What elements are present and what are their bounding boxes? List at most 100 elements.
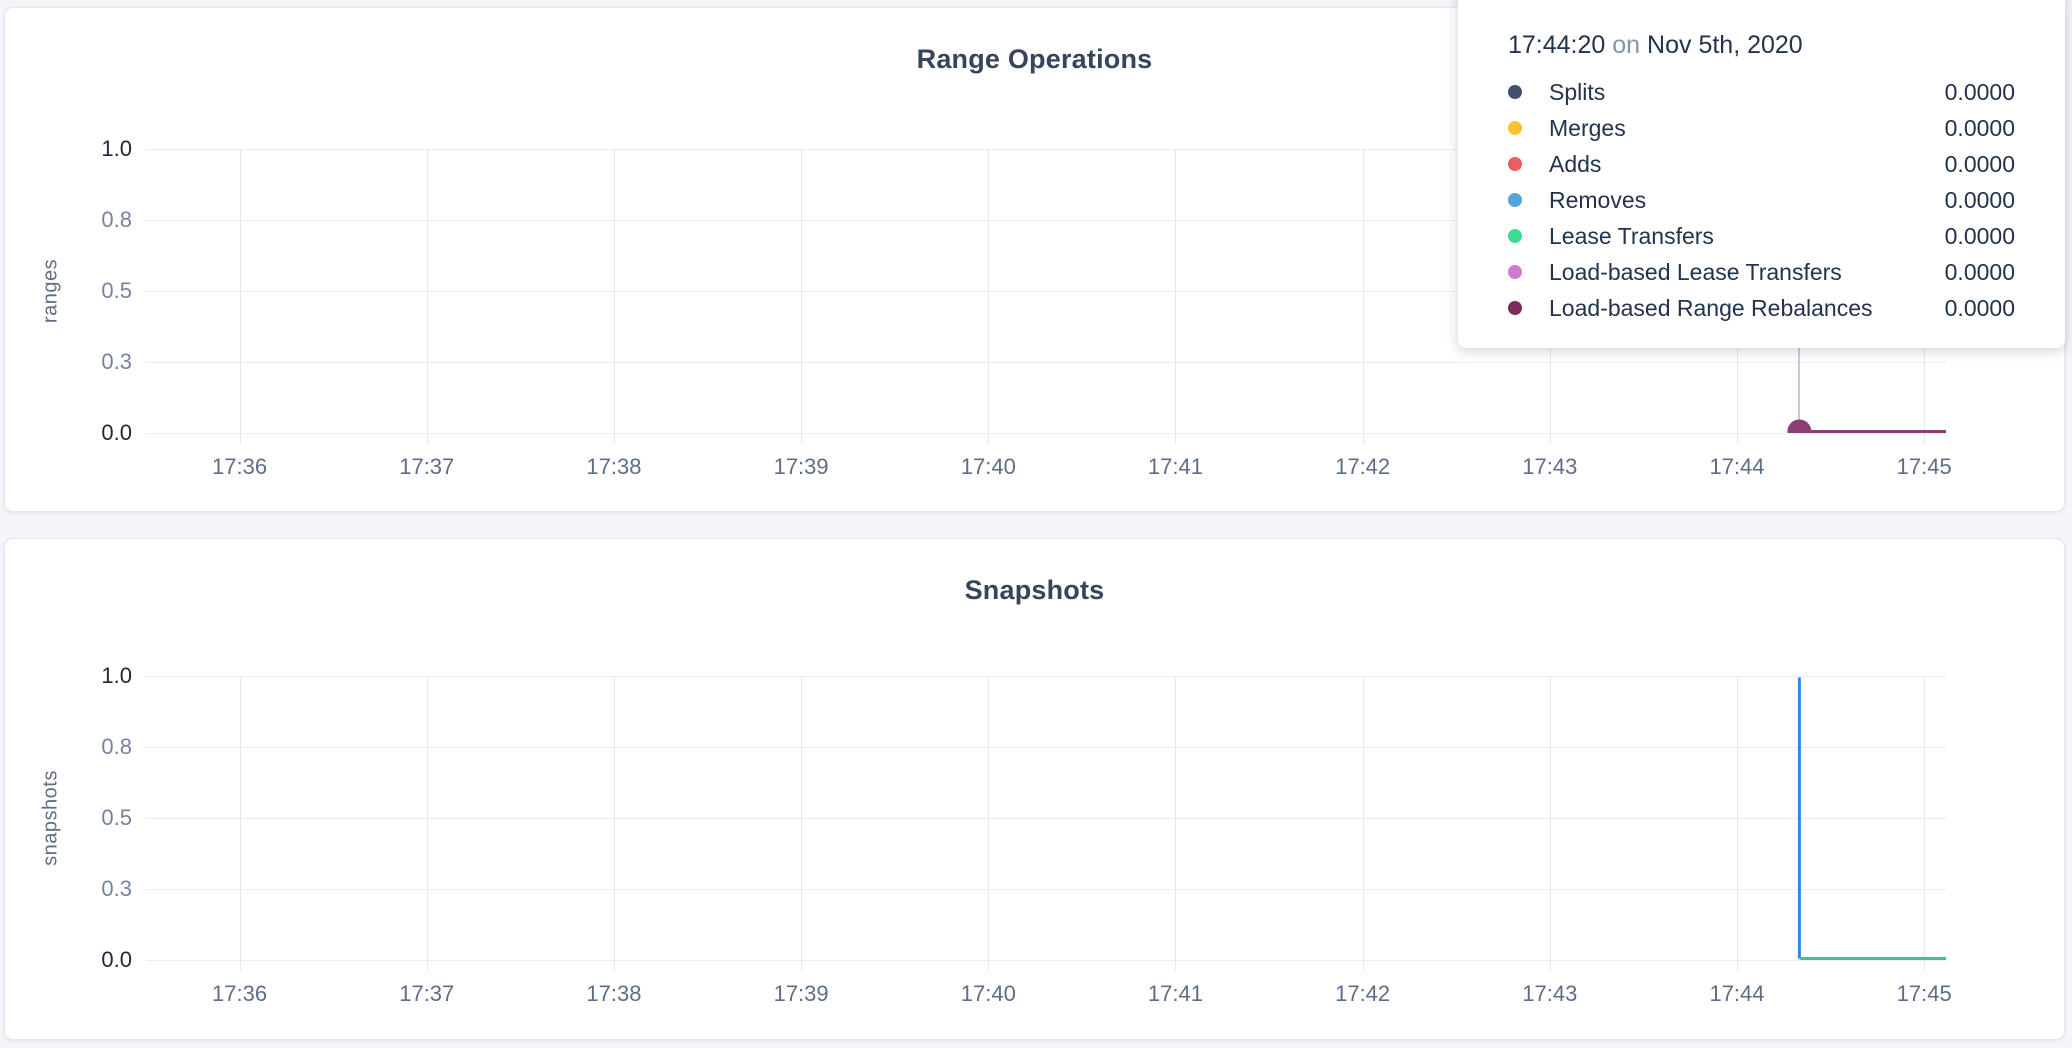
tooltip-row: Merges 0.0000 (1508, 110, 2015, 146)
legend-dot-icon (1508, 265, 1522, 279)
x-tick-label: 17:44 (1709, 981, 1765, 1006)
x-tick-label: 17:37 (399, 454, 455, 479)
y-tick-label: 0.0 (101, 420, 132, 445)
tooltip-series-value: 0.0000 (1944, 78, 2015, 105)
legend-dot-icon (1508, 85, 1522, 99)
x-tick-label: 17:39 (773, 454, 829, 479)
x-tick-label: 17:40 (960, 981, 1016, 1006)
x-gridline (1362, 149, 1364, 444)
tooltip-series-label: Merges (1549, 114, 1626, 141)
tooltip-timestamp: 17:44:20 on Nov 5th, 2020 (1508, 28, 2015, 62)
x-gridline (613, 676, 615, 971)
snapshots-y-axis-label: snapshots (39, 770, 62, 866)
range-operations-title: Range Operations (916, 44, 1153, 74)
tooltip-row: Adds 0.0000 (1508, 146, 2015, 182)
y-tick-label: 0.3 (101, 876, 132, 901)
x-gridline (426, 676, 428, 971)
y-tick-label: 0.0 (101, 947, 132, 972)
x-tick-label: 17:38 (586, 454, 642, 479)
y-gridline (146, 747, 1946, 748)
tooltip-connector: on (1612, 31, 1641, 59)
tooltip-row: Splits 0.0000 (1508, 74, 2015, 110)
range-operations-y-axis-label: ranges (39, 258, 62, 324)
tooltip-row: Lease Transfers 0.0000 (1508, 218, 2015, 254)
x-tick-label: 17:42 (1335, 981, 1391, 1006)
x-tick-label: 17:41 (1147, 981, 1203, 1006)
tooltip-series-label: Load-based Lease Transfers (1549, 258, 1842, 285)
x-gridline (426, 149, 428, 444)
x-tick-label: 17:45 (1896, 454, 1952, 479)
legend-dot-icon (1508, 229, 1522, 243)
y-gridline (146, 149, 1946, 150)
y-gridline (146, 889, 1946, 890)
legend-dot-icon (1508, 157, 1522, 171)
x-gridline (1362, 676, 1364, 971)
x-gridline (1924, 676, 1926, 971)
x-gridline (988, 149, 990, 444)
x-tick-label: 17:41 (1147, 454, 1203, 479)
x-gridline (801, 149, 803, 444)
snapshots-title: Snapshots (964, 575, 1105, 605)
y-gridline (146, 433, 1946, 434)
x-tick-label: 17:37 (399, 981, 455, 1006)
y-tick-label: 0.3 (101, 349, 132, 374)
x-tick-label: 17:36 (212, 981, 268, 1006)
x-tick-label: 17:44 (1709, 454, 1765, 479)
range-operations-plot[interactable]: 1.0 0.8 0.5 0.3 0.0 17:36 17:37 17:38 17:39 17:40… (101, 136, 1951, 479)
x-gridline (1736, 676, 1738, 971)
y-gridline (146, 960, 1946, 961)
snapshots-plot[interactable]: 1.0 0.8 0.5 0.3 0.0 17:36 17:37 17:38 17:39 17:40… (101, 663, 1951, 1006)
x-tick-label: 17:36 (212, 454, 268, 479)
x-gridline (1175, 676, 1177, 971)
y-gridline (146, 676, 1946, 677)
legend-dot-icon (1508, 121, 1522, 135)
tooltip-series-label: Adds (1549, 150, 1602, 177)
y-tick-label: 0.5 (101, 805, 132, 830)
tooltip-time: 17:44:20 (1508, 31, 1606, 59)
tooltip-row: Load-based Lease Transfers 0.0000 (1508, 254, 2015, 290)
tooltip-row: Load-based Range Rebalances 0.0000 (1508, 290, 2015, 326)
tooltip-row: Removes 0.0000 (1508, 182, 2015, 218)
tooltip-series-label: Splits (1549, 78, 1606, 105)
tooltip-series-label: Lease Transfers (1549, 222, 1714, 249)
y-tick-label: 0.5 (101, 278, 132, 303)
tooltip-series-label: Removes (1549, 186, 1647, 213)
x-gridline (613, 149, 615, 444)
tooltip-series-value: 0.0000 (1944, 222, 2015, 249)
hover-tooltip: 17:44:20 on Nov 5th, 2020 Splits 0.0000 Me… (1458, 0, 2065, 348)
y-tick-label: 0.8 (101, 734, 132, 759)
y-gridline (146, 291, 1946, 292)
tooltip-legend: Splits 0.0000 Merges 0.0000 Adds 0.0000 Remove… (1508, 74, 2015, 326)
y-gridline (146, 818, 1946, 819)
y-tick-label: 1.0 (101, 663, 132, 688)
x-tick-label: 17:45 (1896, 981, 1952, 1006)
series-layer (1797, 677, 1946, 960)
legend-dot-icon (1508, 301, 1522, 315)
x-tick-label: 17:38 (586, 981, 642, 1006)
tooltip-series-value: 0.0000 (1944, 114, 2015, 141)
y-tick-label: 0.8 (101, 207, 132, 232)
tooltip-series-label: Load-based Range Rebalances (1549, 294, 1873, 321)
x-gridline (988, 676, 990, 971)
x-tick-label: 17:39 (773, 981, 829, 1006)
x-gridline (239, 149, 241, 444)
x-gridline (1549, 676, 1551, 971)
x-gridline (801, 676, 803, 971)
tooltip-date: Nov 5th, 2020 (1647, 31, 1803, 59)
legend-dot-icon (1508, 193, 1522, 207)
series-layer (1787, 419, 1946, 433)
x-tick-label: 17:40 (960, 454, 1016, 479)
x-tick-label: 17:42 (1335, 454, 1391, 479)
tooltip-series-value: 0.0000 (1944, 294, 2015, 321)
snapshots-card: Snapshots snapshots 1.0 0.8 0.5 0.3 0.0 17:36… (4, 538, 2065, 1040)
tooltip-series-value: 0.0000 (1944, 258, 2015, 285)
x-tick-label: 17:43 (1522, 454, 1578, 479)
tooltip-series-value: 0.0000 (1944, 150, 2015, 177)
hover-point-dot (1787, 419, 1812, 433)
x-gridline (1175, 149, 1177, 444)
y-tick-label: 1.0 (101, 136, 132, 161)
x-gridline (239, 676, 241, 971)
x-tick-label: 17:43 (1522, 981, 1578, 1006)
tooltip-series-value: 0.0000 (1944, 186, 2015, 213)
y-gridline (146, 362, 1946, 363)
